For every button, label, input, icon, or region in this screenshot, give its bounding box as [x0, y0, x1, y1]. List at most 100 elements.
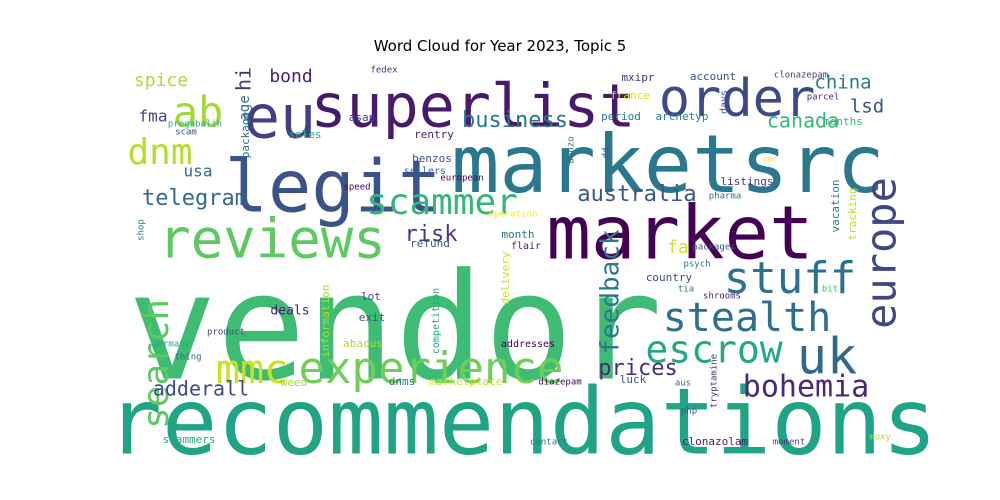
- word-parcel: parcel: [807, 93, 840, 103]
- word-canada: canada: [767, 109, 839, 133]
- word-superlist: superlist: [310, 72, 635, 142]
- word-germany: germany: [152, 340, 191, 350]
- word-clonazepam: clonazepam: [774, 71, 828, 81]
- word-dnm: dnm: [127, 132, 192, 173]
- word-stuff: stuff: [724, 253, 856, 304]
- word-hi: hi: [232, 67, 256, 91]
- chart-title: Word Cloud for Year 2023, Topic 5: [373, 37, 627, 55]
- word-prices: prices: [598, 356, 677, 381]
- word-refund: refund: [410, 237, 450, 250]
- word-product: product: [207, 328, 245, 338]
- word-clonazolam: clonazolam: [682, 435, 749, 448]
- word-stealth: stealth: [663, 295, 832, 341]
- word-shrooms: shrooms: [703, 292, 741, 302]
- word-bit: bit: [822, 285, 838, 295]
- word-account: account: [690, 70, 736, 83]
- word-fma: fma: [139, 107, 168, 126]
- word-diazepam: diazepam: [538, 378, 581, 388]
- word-period: period: [601, 110, 641, 123]
- word-fa: fa: [667, 237, 689, 258]
- word-delivery: delivery: [499, 251, 512, 304]
- word-month: month: [501, 228, 534, 241]
- word-experience: experience: [299, 343, 564, 394]
- word-deals: deals: [270, 304, 309, 319]
- word-information: information: [319, 285, 332, 358]
- word-country: country: [646, 271, 693, 284]
- word-scammers: scammers: [163, 433, 216, 446]
- word-tracking: tracking: [846, 188, 859, 241]
- word-pharma: pharma: [709, 192, 742, 202]
- word-cmc: cmc: [763, 155, 778, 164]
- word-bond: bond: [269, 66, 312, 87]
- word-sellers: sellers: [404, 166, 446, 177]
- word-exit: exit: [359, 311, 386, 324]
- word-benzo: benzo: [567, 136, 577, 163]
- word-escrow: escrow: [645, 328, 782, 372]
- word-php: php: [681, 407, 697, 417]
- word-shop: shop: [137, 219, 147, 241]
- word-asap: asap: [349, 111, 376, 124]
- word-days: days: [719, 90, 730, 114]
- word-pregabalin: pregabalin: [168, 120, 222, 130]
- word-dnms: dnms: [389, 375, 416, 388]
- word-legit: legit: [225, 145, 442, 229]
- word-months: months: [823, 115, 863, 128]
- word-market: market: [546, 191, 813, 277]
- word-package: package: [239, 112, 252, 158]
- word-dd: dd: [602, 148, 612, 159]
- word-packages: packages: [692, 243, 735, 253]
- word-bohemia: bohemia: [743, 370, 869, 405]
- word-flair: flair: [511, 241, 541, 252]
- word-thing: thing: [174, 353, 201, 363]
- word-scammer: scammer: [366, 182, 518, 223]
- word-spice: spice: [134, 70, 188, 91]
- word-luck: luck: [620, 373, 647, 386]
- word-operation: operation: [489, 210, 538, 220]
- word-abacus: abacus: [343, 337, 383, 350]
- word-addresses: addresses: [501, 339, 555, 350]
- word-europe: europe: [857, 177, 906, 329]
- word-tia: tia: [678, 285, 694, 295]
- word-tryptamine: tryptamine: [710, 354, 720, 408]
- word-marketsrc: marketsrc: [451, 118, 884, 211]
- word-fedex: fedex: [370, 66, 398, 76]
- word-listings: listings: [721, 175, 774, 188]
- word-age: age: [237, 95, 253, 120]
- word-marketplace: marketplace: [430, 375, 503, 388]
- word-lsd: lsd: [850, 96, 884, 118]
- word-moment: moment: [773, 438, 806, 448]
- word-moxy: moxy: [869, 433, 891, 443]
- word-benzos: benzos: [412, 152, 452, 165]
- word-aus: aus: [675, 379, 691, 389]
- word-search: search: [136, 299, 177, 429]
- word-reviews: reviews: [158, 208, 386, 271]
- word-business: business: [462, 108, 568, 133]
- word-risk: risk: [405, 222, 458, 247]
- word-contact: contact: [530, 438, 568, 448]
- word-china: china: [814, 72, 871, 94]
- word-psych: psych: [683, 260, 710, 270]
- word-australia: australia: [577, 182, 696, 207]
- word-weed: weed: [281, 376, 308, 389]
- word-rentry: rentry: [414, 128, 454, 141]
- word-mxipr: mxipr: [621, 71, 654, 84]
- word-adderall: adderall: [153, 377, 249, 401]
- word-telegram: telegram: [142, 186, 248, 211]
- word-lot: lot: [361, 290, 381, 303]
- word-feedback: feedback: [596, 229, 626, 355]
- word-ab: ab: [173, 88, 224, 137]
- word-competition: competition: [431, 288, 442, 354]
- word-order: order: [659, 69, 816, 129]
- word-eu: eu: [244, 83, 316, 153]
- word-european: european: [440, 174, 483, 184]
- word-vendor: vendor: [128, 242, 663, 414]
- word-sales: sales: [288, 128, 321, 141]
- word-vacation: vacation: [829, 180, 842, 233]
- word-recommendations: recommendations: [107, 368, 938, 475]
- word-usa: usa: [184, 162, 213, 181]
- word-mmc: mmc: [216, 347, 288, 393]
- word-uk: uk: [797, 328, 857, 386]
- word-speed: speed: [343, 183, 370, 193]
- word-archetyp: archetyp: [656, 110, 709, 123]
